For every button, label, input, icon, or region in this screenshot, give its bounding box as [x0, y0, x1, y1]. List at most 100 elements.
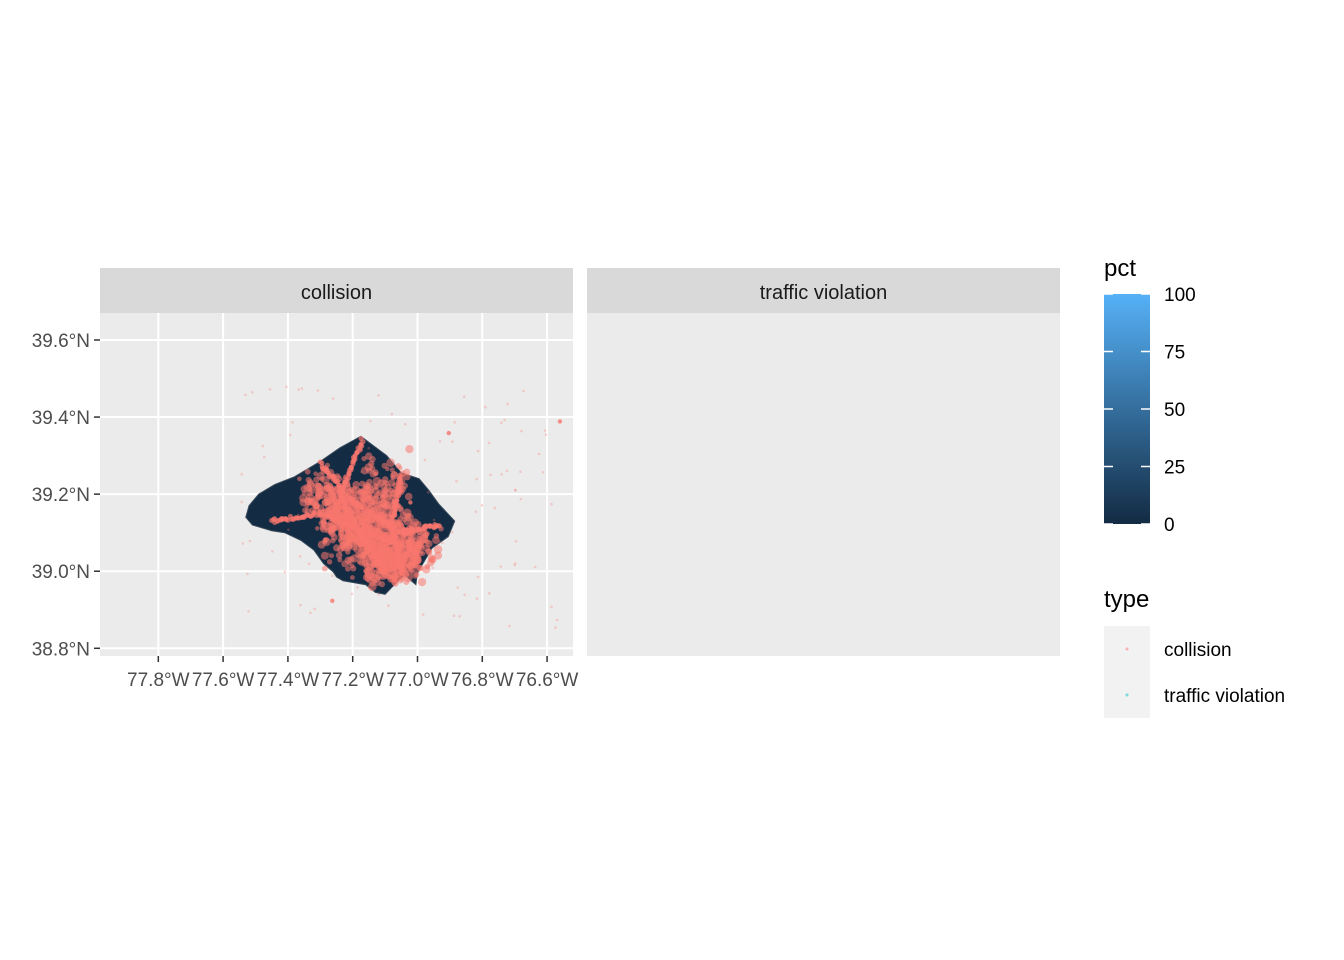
outlier-point [240, 472, 243, 476]
incident-point [297, 476, 302, 482]
legend-type-title: type [1104, 586, 1149, 613]
incident-point [415, 549, 421, 555]
incident-point [401, 516, 408, 523]
incident-point [349, 575, 355, 581]
outlier-point [424, 539, 428, 542]
outlier-point [289, 433, 292, 437]
incident-point [329, 521, 338, 531]
colorbar-label: 75 [1164, 343, 1185, 364]
outlier-point [350, 592, 354, 596]
outlier-point [339, 552, 342, 556]
incident-point [328, 553, 335, 559]
incident-point [359, 554, 365, 560]
outlier-point [421, 613, 425, 616]
incident-point [350, 534, 357, 542]
incident-point [320, 551, 329, 560]
incident-point [382, 567, 388, 573]
y-tick-label: 39.6°N [32, 331, 90, 352]
outlier-point [475, 597, 479, 600]
outlier-point [476, 575, 480, 579]
outlier-point [247, 610, 250, 613]
outlier-point [307, 562, 311, 565]
outlier-point [327, 552, 330, 555]
outlier-point [506, 402, 510, 406]
outlier-point [557, 419, 563, 424]
outlier-point [554, 626, 557, 629]
incident-point [425, 540, 433, 548]
incident-point [358, 442, 364, 448]
incident-point [315, 526, 320, 531]
x-tick-label: 77.8°W [127, 670, 190, 691]
outlier-point [499, 565, 503, 568]
outlier-point [367, 446, 371, 450]
incident-point [322, 539, 328, 545]
incident-point [321, 498, 329, 507]
outlier-point [246, 572, 249, 576]
facet-strip-label: collision [301, 282, 372, 304]
incident-point [342, 502, 348, 508]
legend-pct: pct 100 75 50 25 0 [1104, 255, 1196, 536]
outlier-point [297, 388, 301, 391]
incident-point [341, 560, 349, 568]
incident-point [395, 463, 402, 469]
outlier-point [374, 542, 377, 546]
incident-point [330, 533, 338, 541]
outlier-point [356, 586, 359, 589]
legend-key-point [1125, 647, 1129, 651]
outlier-point [241, 542, 245, 545]
incident-point [404, 492, 413, 501]
legend-pct-title: pct [1104, 255, 1136, 282]
incident-point [337, 557, 343, 563]
outlier-point [452, 614, 456, 617]
outlier-point [441, 541, 444, 545]
incident-point [341, 544, 349, 552]
incident-point [340, 534, 347, 541]
outlier-point [500, 473, 504, 476]
outlier-point [331, 397, 335, 400]
outlier-point [296, 513, 300, 517]
outlier-point [508, 624, 511, 628]
incident-point [360, 466, 369, 475]
outlier-point [368, 587, 372, 591]
outlier-point [328, 510, 332, 514]
outlier-point [316, 389, 320, 392]
outlier-point [543, 429, 547, 432]
facet-traffic-violation: traffic violation [587, 268, 1060, 656]
incident-point [425, 531, 430, 536]
outlier-point [424, 566, 428, 570]
outlier-point [299, 603, 302, 607]
incident-point [381, 552, 388, 559]
outlier-point [555, 618, 559, 622]
incident-point [305, 476, 312, 484]
incident-point [304, 468, 311, 475]
incident-point [347, 561, 352, 566]
incident-point [433, 545, 443, 554]
outlier-point [346, 559, 349, 562]
incident-point [381, 462, 388, 469]
outlier-point [550, 605, 553, 609]
incident-point [403, 578, 410, 585]
outlier-point [455, 479, 458, 483]
colorbar-label: 50 [1164, 400, 1185, 421]
outlier-point [244, 393, 247, 397]
outlier-point [503, 418, 506, 422]
outlier-point [248, 539, 252, 543]
x-tick-label: 76.8°W [451, 670, 514, 691]
outlier-point [309, 611, 312, 615]
incident-point [357, 541, 364, 547]
legend-type-label: traffic violation [1164, 686, 1285, 707]
incident-point [405, 569, 413, 576]
incident-point [432, 536, 440, 544]
outlier-point [438, 540, 441, 543]
incident-point [373, 494, 380, 501]
incident-point [367, 567, 376, 576]
outlier-point [251, 390, 254, 394]
incident-point [434, 551, 443, 560]
outlier-point [313, 607, 317, 611]
incident-point [372, 540, 379, 547]
gridlines [100, 313, 573, 656]
outlier-point [541, 471, 545, 474]
outlier-point [476, 449, 480, 453]
points-layer [240, 385, 563, 629]
outlier-point [505, 469, 509, 473]
